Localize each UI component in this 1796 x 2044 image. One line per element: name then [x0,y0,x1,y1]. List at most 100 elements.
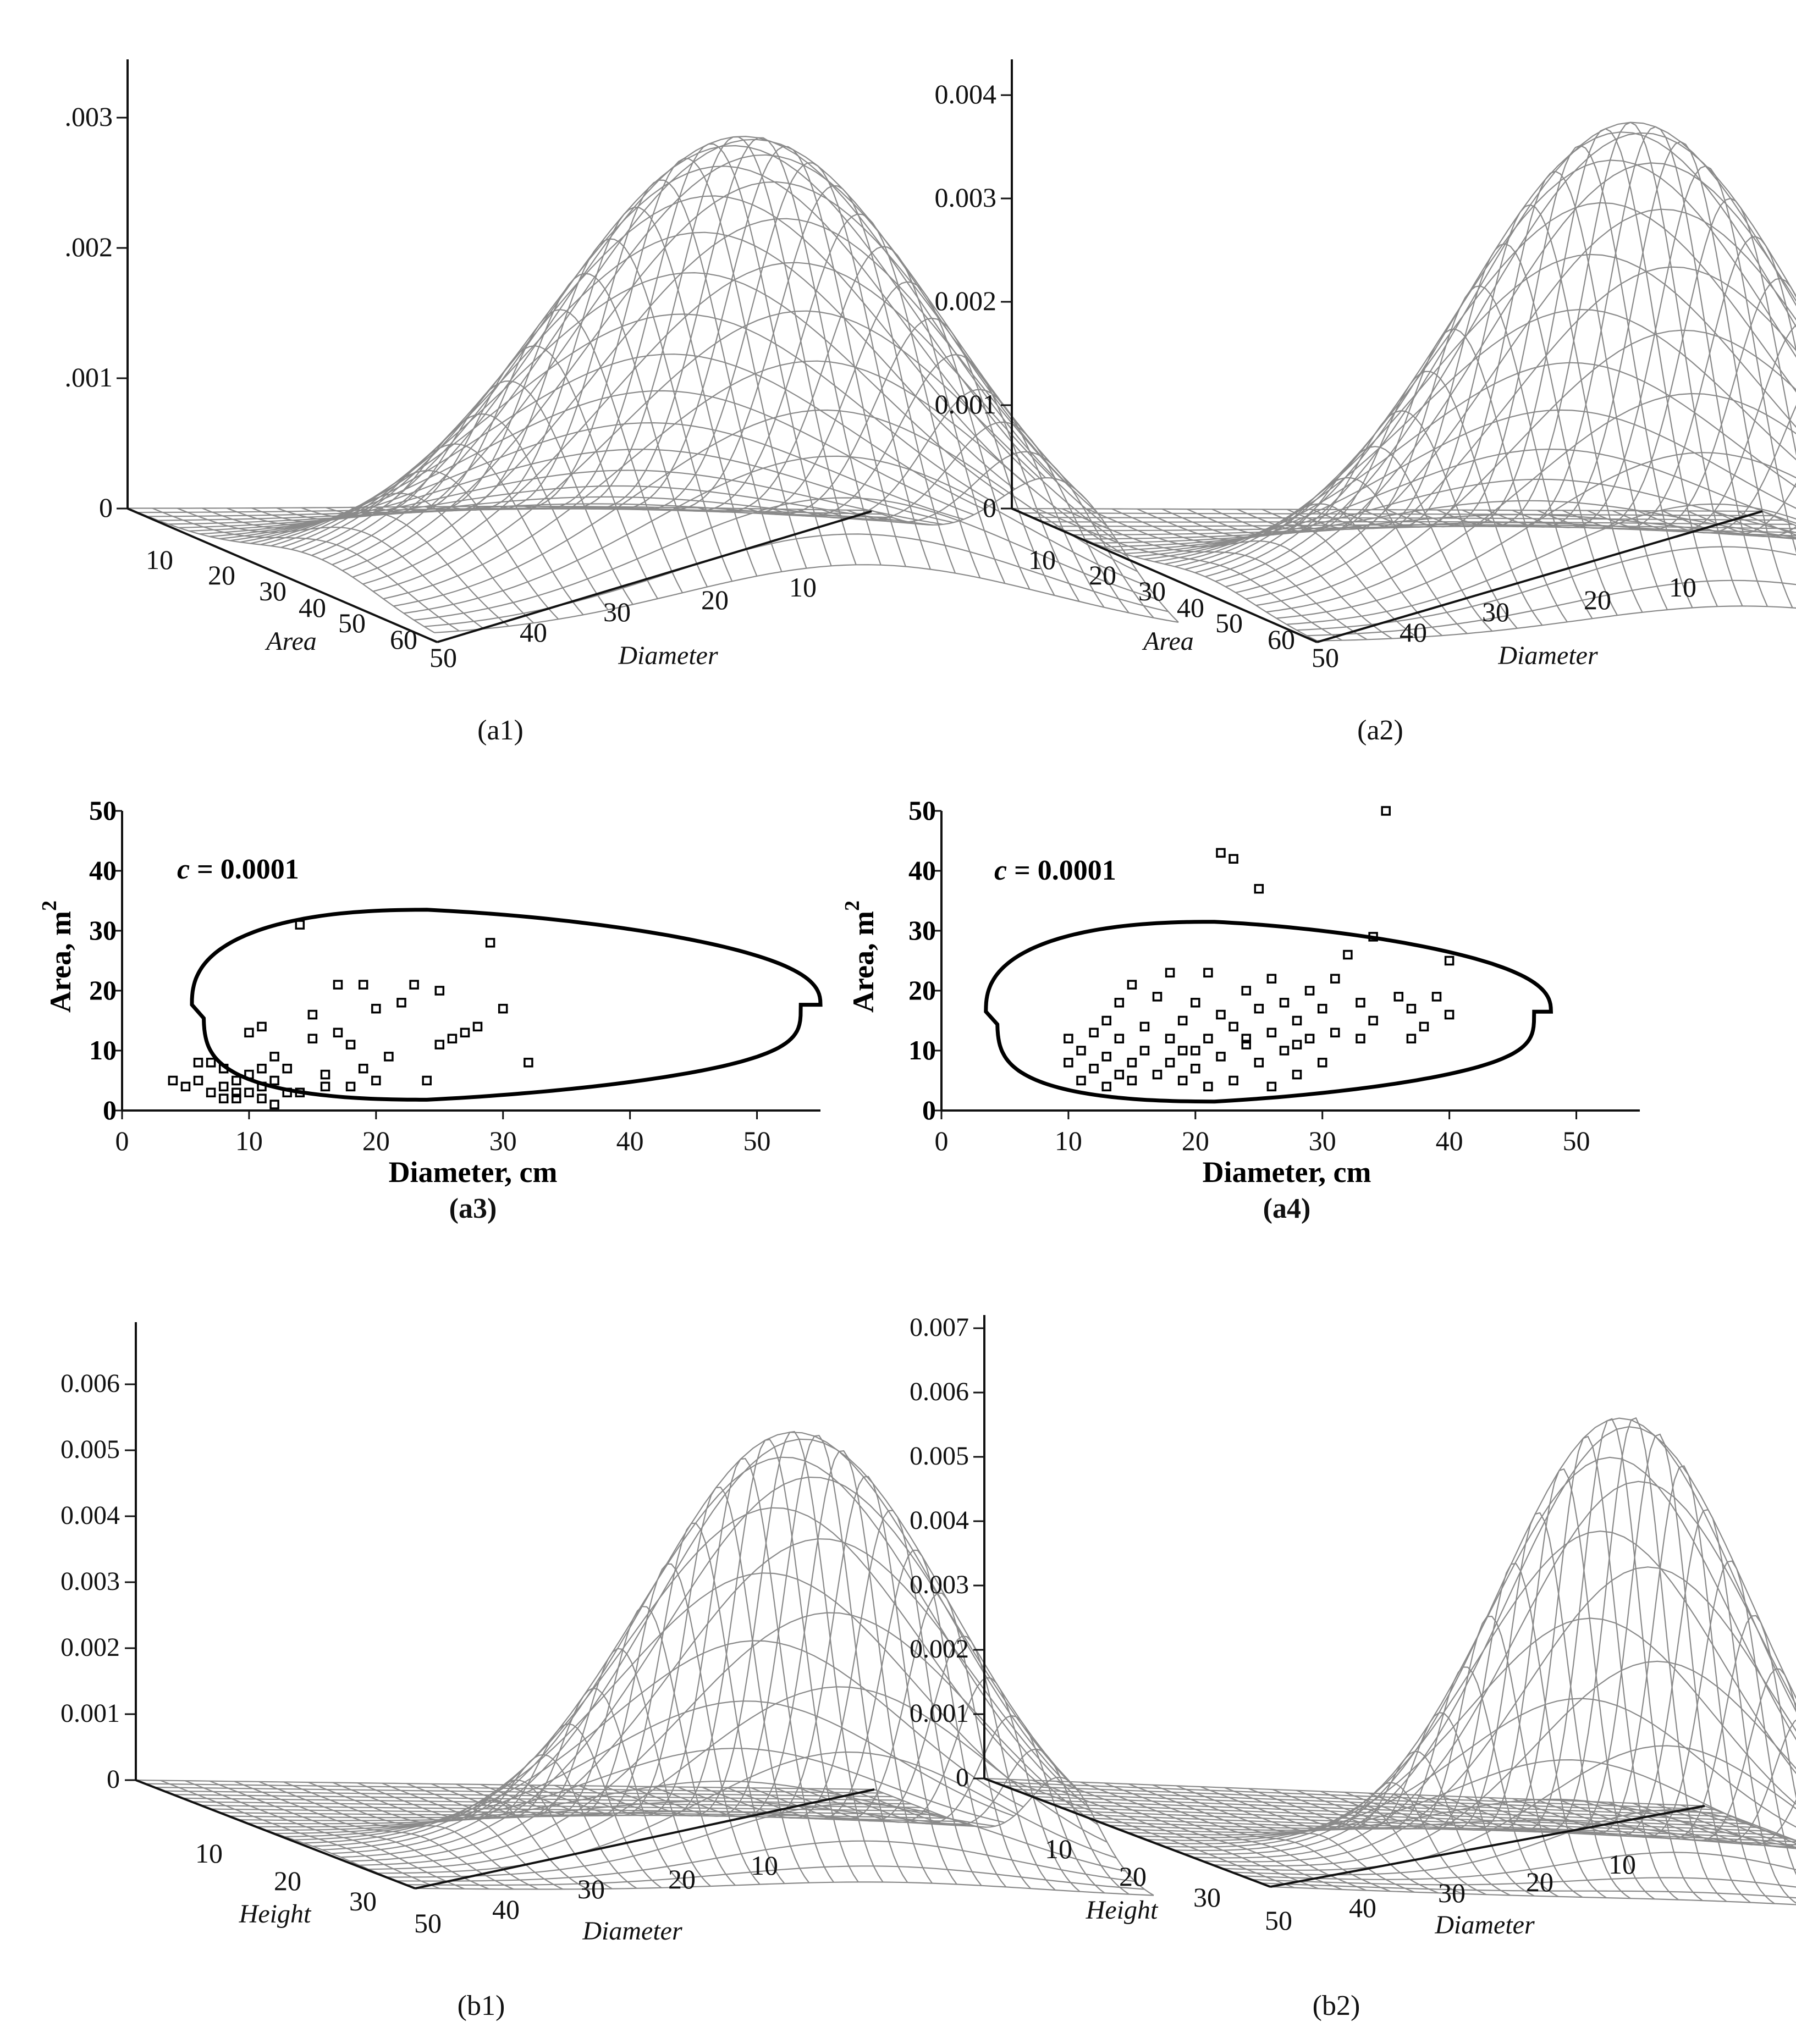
scatter-point [1228,1075,1238,1086]
mesh-line [350,345,658,599]
scatter-point [1139,1021,1150,1032]
scatter-point [218,1081,229,1092]
mesh-line [1344,1512,1631,1899]
mesh-line [603,1430,884,1883]
z-tick-b2: 0.002 [910,1634,969,1664]
diameter-tick-a2: 20 [1584,584,1611,615]
mesh-line [1246,266,1796,600]
mesh-line [301,413,609,610]
mesh-line [1224,1750,1511,1896]
surface-mesh-a1 [127,135,1179,633]
x-tick-label: 40 [616,1125,644,1156]
y-tick-label: 10 [89,1035,117,1065]
scatter-point [257,1021,267,1032]
scatter-point [1279,998,1290,1008]
mesh-line [303,1507,1043,1844]
z-tick-a1: .002 [65,231,113,262]
mesh-line [326,380,633,605]
scatter-point [472,1021,483,1032]
z-tick-b1: 0.005 [60,1435,120,1464]
mesh-line [1608,1719,1796,1843]
scatter-point [1241,1034,1251,1043]
mesh-line [357,1754,637,1889]
mesh-line [450,206,758,577]
scatter-point [1177,1075,1188,1086]
mesh-line [1296,1615,1583,1898]
annotation-a4: c = 0.0001 [994,855,1116,886]
scatter-point [1292,1069,1302,1080]
mesh-line [1320,1562,1607,1899]
panel-a4: 0 10 20 30 40 50 0 10 20 30 40 50 c = 0.0001 Diamet… [841,795,1640,1224]
caption-a4: (a4) [1263,1193,1311,1224]
mesh-line [258,1781,539,1890]
caption-a1: (a1) [477,715,524,746]
z-tick-b1: 0.006 [60,1369,120,1398]
mesh-line [425,238,733,582]
mesh-line [375,308,683,593]
x-tick-label: 20 [362,1125,390,1156]
height-tick-b2: 50 [1265,1905,1292,1936]
panel-a2: 0 0.001 0.002 0.003 0.004 10 20 30 40 50… [935,59,1796,746]
scatter-point [333,980,343,990]
scatter-point [1381,806,1391,816]
scatter-point [1266,1027,1277,1038]
scatter-point [1203,1034,1213,1043]
mesh-line [1362,170,1668,610]
mesh-line [1337,204,1643,613]
area-tick-a2: 40 [1177,592,1204,623]
scatter-point [1076,1075,1086,1086]
scatter-point [460,1027,470,1038]
height-tick-b1: 10 [195,1838,223,1869]
scatter-point [1292,1015,1302,1026]
scatter-point [384,1052,394,1062]
panel-b2: 0 0.001 0.002 0.003 0.004 0.005 0.006 0.… [910,1313,1796,2021]
scatter-point [1203,968,1213,978]
height-tick-b2: 30 [1193,1882,1221,1913]
points-a4 [1064,806,1455,1092]
mesh-line [1464,1433,1751,1903]
y-tick-label: 0 [922,1095,936,1125]
diameter-tick-a1: 30 [603,596,631,627]
mesh-line [1205,121,1796,577]
scatter-point [396,998,406,1008]
mesh-line [1200,1782,1487,1896]
scatter-point [307,1009,318,1020]
area-tick-a1: 50 [338,607,366,638]
mesh-line [874,1776,1154,1896]
z-tick-b2: 0 [956,1763,969,1792]
diameter-tick-a2: 10 [1669,572,1696,603]
scatter-point [409,980,419,990]
scatter-point [244,1069,254,1080]
height-axis-b1 [135,1779,416,1890]
scatter-point [1343,949,1353,960]
contour-a4 [984,920,1553,1104]
mesh-line [160,1780,440,1890]
scatter-point [1216,848,1226,858]
x-tick-label: 10 [1055,1125,1082,1156]
mesh-line [308,1781,588,1890]
mesh-line [209,1780,489,1890]
mesh-line [623,162,932,570]
mesh-line [152,507,460,632]
x-tick-label: 30 [1309,1125,1336,1156]
mesh-line [825,1715,1105,1894]
height-label-b1: Height [239,1899,312,1929]
mesh-line [677,1476,957,1885]
scatter-point [1368,932,1378,942]
mesh-line [1194,131,1796,573]
scatter-point [1317,1003,1327,1014]
diameter-tick-a1: 10 [789,572,817,603]
scatter-point [1266,974,1277,984]
scatter-point [1101,1081,1111,1092]
scatter-point [1165,1058,1175,1068]
scatter-point [1152,1069,1163,1080]
x-tick-label: 0 [115,1125,129,1156]
mesh-line [1032,1780,1319,1890]
scatter-point [1101,1015,1111,1026]
mesh-line [1536,1560,1796,1875]
scatter-point [498,1003,508,1014]
mesh-line [1512,1509,1796,1904]
scatter-point [282,1063,292,1074]
mesh-line [227,493,535,624]
mesh-line [1440,1417,1727,1902]
